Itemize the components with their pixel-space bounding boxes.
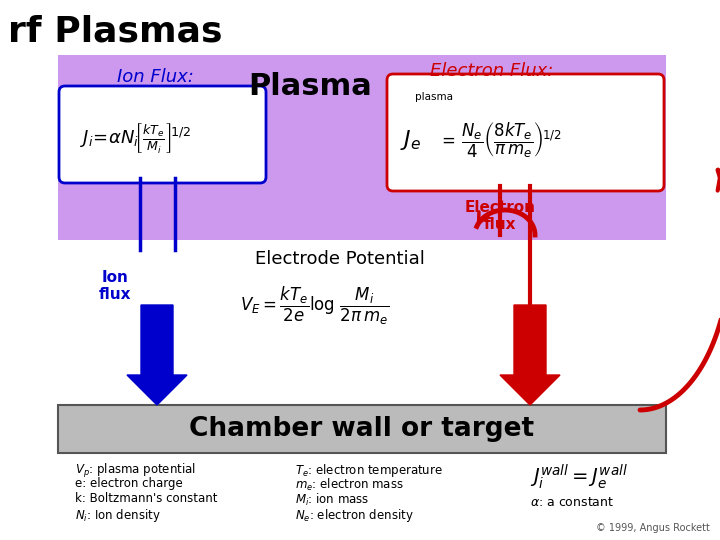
Text: $V_p$: plasma potential: $V_p$: plasma potential [75,462,196,480]
Text: $J_i\!=\!\alpha N_i\!\left[\frac{kT_e}{M_i}\right]^{\!1/2}$: $J_i\!=\!\alpha N_i\!\left[\frac{kT_e}{M… [80,121,191,155]
Text: $m_e$: electron mass: $m_e$: electron mass [295,477,404,493]
Text: $J_e$: $J_e$ [400,128,421,152]
Text: Electrode Potential: Electrode Potential [255,250,425,268]
Text: plasma: plasma [415,92,453,102]
Text: $N_e$: electron density: $N_e$: electron density [295,507,413,524]
Text: Chamber wall or target: Chamber wall or target [189,416,534,442]
Text: $\alpha$: a constant: $\alpha$: a constant [530,496,614,509]
Text: Electron Flux:: Electron Flux: [430,62,554,80]
Text: rf Plasmas: rf Plasmas [8,15,222,49]
Text: $V_E = \dfrac{kT_e}{2e}\log\,\dfrac{M_i}{2\pi\, m_e}$: $V_E = \dfrac{kT_e}{2e}\log\,\dfrac{M_i}… [240,285,389,327]
Text: $N_i$: Ion density: $N_i$: Ion density [75,507,161,524]
FancyBboxPatch shape [387,74,664,191]
FancyArrow shape [127,305,187,405]
Text: k: Boltzmann's constant: k: Boltzmann's constant [75,492,217,505]
Text: © 1999, Angus Rockett: © 1999, Angus Rockett [596,523,710,533]
Text: Ion
flux: Ion flux [99,270,131,302]
Text: $=\,\dfrac{N_e}{4}\left(\dfrac{8kT_e}{\pi\, m_e}\right)^{\!1/2}$: $=\,\dfrac{N_e}{4}\left(\dfrac{8kT_e}{\p… [438,120,562,160]
FancyArrow shape [500,305,560,405]
Text: Electron
flux: Electron flux [464,200,536,232]
Text: Ion Flux:: Ion Flux: [117,68,194,86]
Bar [58,55,666,240]
Bar [58,405,666,453]
Text: $J_i^{wall} = J_e^{wall}$: $J_i^{wall} = J_e^{wall}$ [530,462,628,491]
Text: $T_e$: electron temperature: $T_e$: electron temperature [295,462,443,479]
Text: e: electron charge: e: electron charge [75,477,183,490]
FancyBboxPatch shape [59,86,266,183]
Text: Plasma: Plasma [248,72,372,101]
Text: $M_i$: ion mass: $M_i$: ion mass [295,492,369,508]
